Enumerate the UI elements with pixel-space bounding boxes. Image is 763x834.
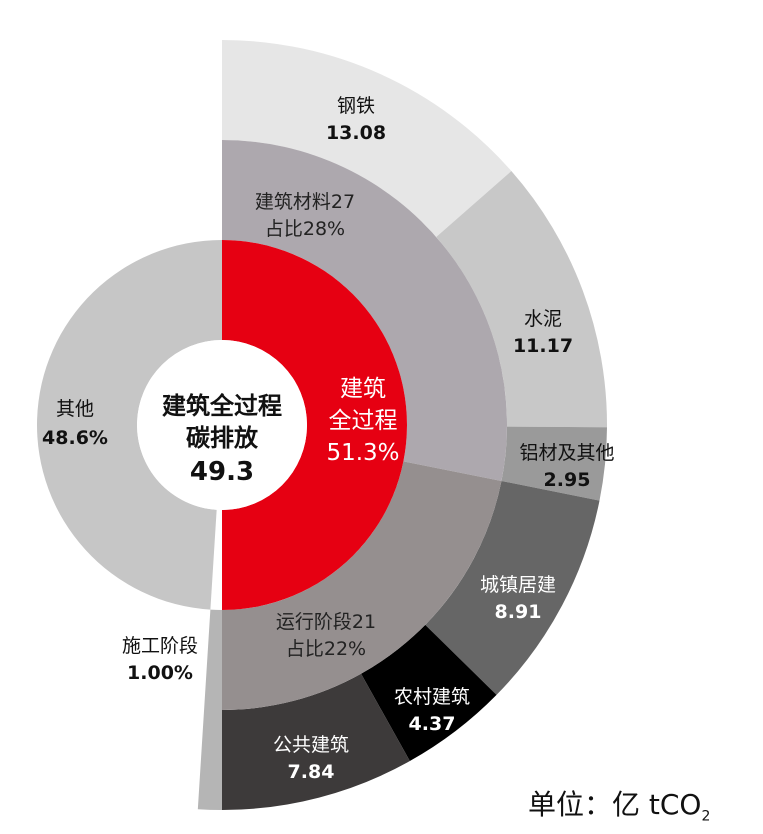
inner-percent-building: 51.3% (326, 440, 399, 466)
middle-slice-materials (222, 140, 507, 481)
unit-label: 单位：亿 tCO2 (528, 783, 710, 825)
outer-slice-urban (425, 480, 600, 695)
outer-value-urban: 8.91 (495, 601, 542, 623)
middle-label-operation: 运行阶段21 (276, 611, 376, 633)
center-hole (137, 340, 307, 510)
outer-value-aluminum: 2.95 (544, 469, 591, 491)
center-title-line1: 建筑全过程 (162, 392, 282, 420)
outer-slice-public (222, 673, 410, 810)
inner-label-other: 其他 (56, 398, 94, 420)
outer-value-public: 7.84 (288, 761, 335, 783)
middle-slice-operation (222, 461, 502, 710)
middle-share-operation: 占比22% (286, 638, 366, 660)
inner-slice-other (37, 240, 223, 610)
outer-value-cement: 11.17 (513, 335, 573, 357)
unit-subscript: 2 (701, 808, 711, 825)
outer-label-urban: 城镇居建 (480, 574, 556, 596)
middle-share-materials: 占比28% (265, 218, 345, 240)
outer-slice-cement (436, 171, 607, 428)
outer-slice-aluminum (501, 426, 607, 501)
outer-value-rural: 4.37 (409, 713, 456, 735)
inner-percent-construction: 1.00% (127, 662, 193, 684)
inner-label-building: 建筑 (340, 376, 386, 402)
middle-label-materials: 建筑材料27 (255, 191, 355, 213)
inner-slice-building (222, 240, 407, 610)
outer-label-aluminum: 铝材及其他 (519, 442, 614, 464)
outer-label-steel: 钢铁 (337, 95, 375, 117)
outer-label-rural: 农村建筑 (394, 686, 470, 708)
outer-slice-steel (222, 40, 512, 237)
inner-label-construction: 施工阶段 (122, 635, 198, 657)
outer-value-steel: 13.08 (326, 122, 386, 144)
inner-percent-other: 48.6% (42, 427, 108, 449)
outer-label-public: 公共建筑 (273, 734, 349, 756)
inner-label2-building: 全过程 (329, 408, 398, 434)
inner-slice-construction (197, 609, 222, 810)
unit-prefix: 单位：亿 tCO (528, 788, 702, 821)
outer-slice-rural (361, 624, 497, 762)
outer-label-cement: 水泥 (524, 308, 562, 330)
center-total-value: 49.3 (190, 457, 254, 487)
center-title-line2: 碳排放 (186, 424, 259, 452)
